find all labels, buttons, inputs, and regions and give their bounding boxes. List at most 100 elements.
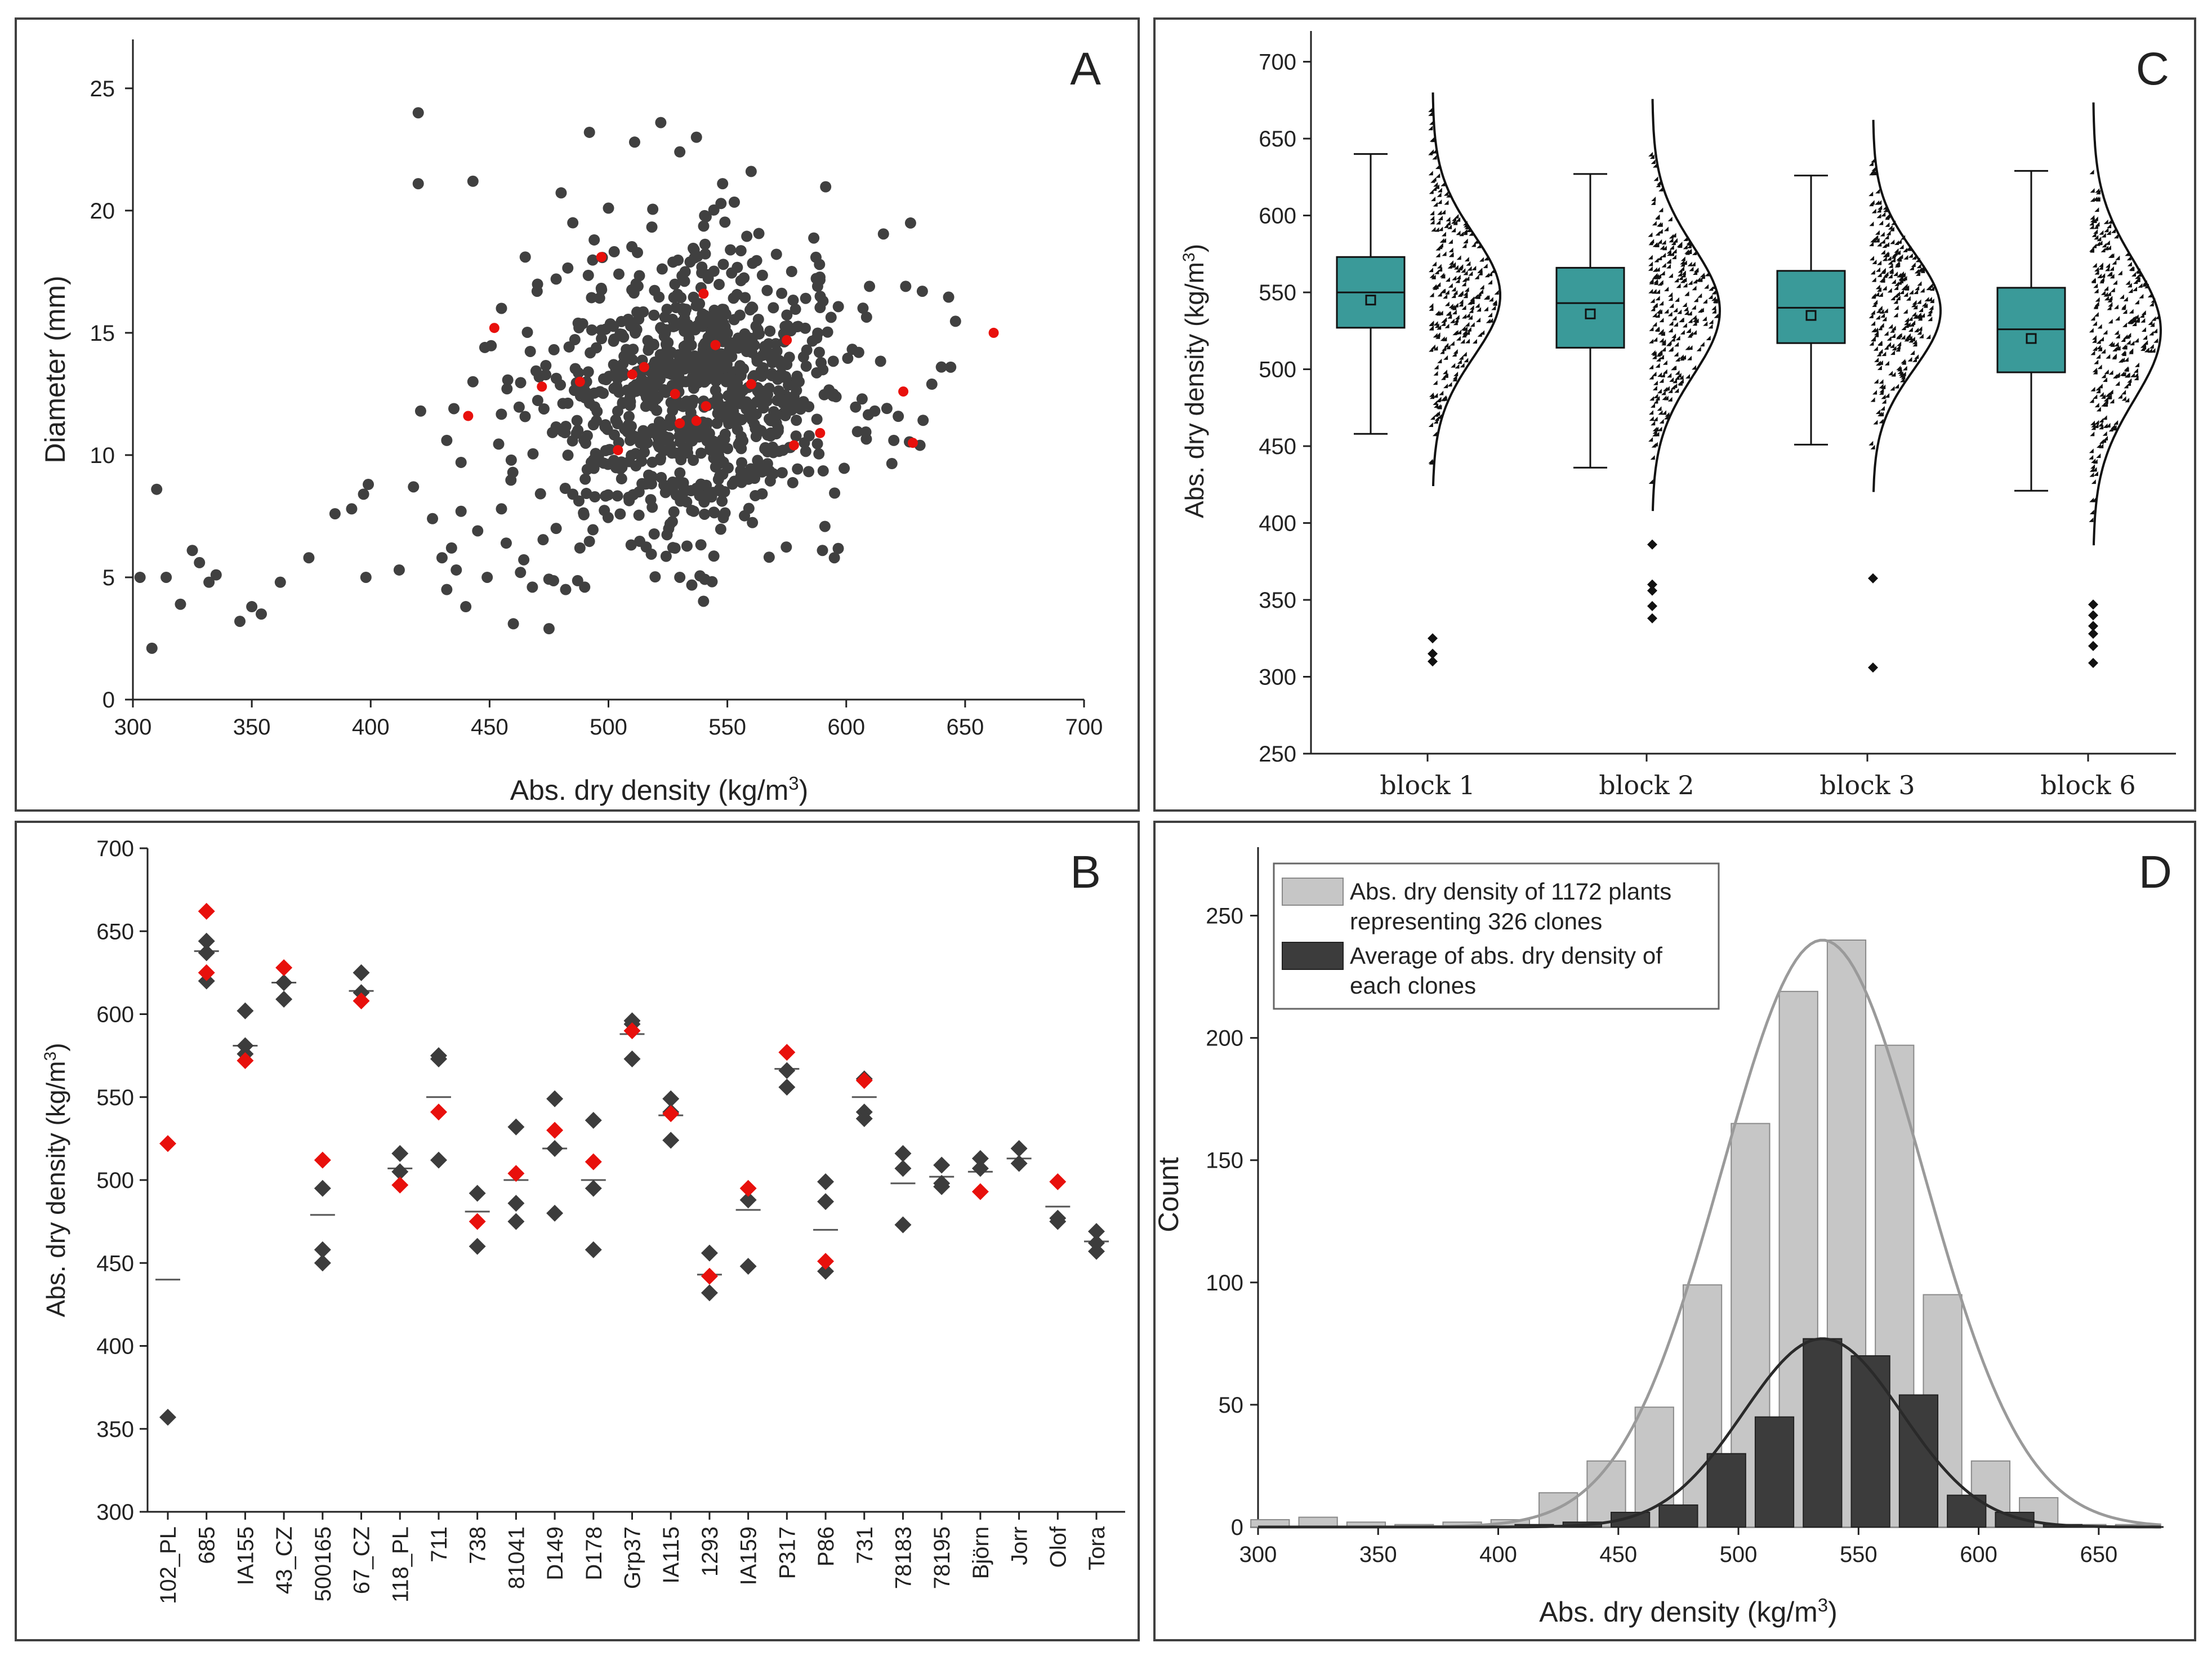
chart-c-data-diamond xyxy=(2121,396,2126,401)
chart-a-point xyxy=(616,473,627,484)
chart-c-data-diamond xyxy=(1893,251,1898,256)
chart-c-data-diamond xyxy=(1891,372,1896,377)
chart-a-point xyxy=(557,398,569,409)
chart-c-data-diamond xyxy=(1885,252,1890,257)
chart-c-data-diamond xyxy=(1428,171,1433,176)
chart-c-data-diamond xyxy=(2103,219,2108,224)
chart-c-data-diamond xyxy=(1494,290,1499,295)
chart-a-point xyxy=(583,536,595,547)
chart-c-data-diamond xyxy=(1452,331,1457,336)
chart-b-gray-diamond xyxy=(314,1179,331,1197)
chart-a-point xyxy=(702,361,714,373)
chart-c-data-diamond xyxy=(1671,255,1676,260)
chart-a-point xyxy=(639,446,650,458)
chart-a-point xyxy=(611,381,623,393)
chart-c-data-diamond xyxy=(1446,221,1451,226)
chart-c-data-diamond xyxy=(1907,246,1912,251)
chart-a-point xyxy=(735,431,747,443)
chart-c-data-diamond xyxy=(1888,274,1893,279)
chart-c-data-diamond xyxy=(1696,346,1701,351)
chart-c-x-tick-label: block 1 xyxy=(1380,770,1475,800)
chart-a-point xyxy=(810,251,822,263)
chart-c-data-diamond xyxy=(1673,322,1678,327)
chart-c-data-diamond xyxy=(1919,307,1924,312)
chart-a-point xyxy=(502,374,514,386)
chart-a-point xyxy=(274,576,286,588)
chart-c-data-diamond xyxy=(1453,302,1459,308)
chart-a-point xyxy=(751,255,762,266)
chart-c-data-diamond xyxy=(1438,310,1443,315)
chart-c-data-diamond xyxy=(2115,345,2120,350)
chart-c-data-diamond xyxy=(1668,388,1673,393)
chart-c-data-diamond xyxy=(1444,200,1449,205)
chart-a-point xyxy=(762,465,774,477)
chart-a-point xyxy=(256,608,267,620)
chart-a-point xyxy=(800,446,811,457)
chart-c-data-diamond xyxy=(1896,347,1901,352)
chart-a-point xyxy=(623,411,635,422)
chart-a-point xyxy=(781,359,793,371)
chart-c-data-diamond xyxy=(1431,197,1436,202)
chart-d-legend-swatch-all-plants xyxy=(1282,878,1344,906)
chart-c-data-diamond xyxy=(2111,228,2116,233)
chart-c-data-diamond xyxy=(2097,364,2102,370)
chart-c-data-diamond xyxy=(1437,210,1442,215)
chart-c-data-diamond xyxy=(1891,326,1896,331)
chart-c-data-diamond xyxy=(1443,191,1448,196)
chart-a-point xyxy=(704,442,716,454)
chart-c-data-diamond xyxy=(1875,284,1880,290)
chart-c-data-diamond xyxy=(1672,248,1677,253)
chart-c-data-diamond xyxy=(1870,256,1875,261)
chart-c-data-diamond xyxy=(1896,291,1901,296)
chart-a-y-label: Diameter (mm) xyxy=(39,275,71,463)
chart-c-data-diamond xyxy=(1442,251,1447,256)
chart-c-data-diamond xyxy=(1437,199,1442,204)
chart-c-axes: 250 300 350 400 450 500 550 600 650 700 block 1 blo… xyxy=(1180,31,2176,800)
chart-c-data-diamond xyxy=(2110,274,2115,279)
chart-c-data-diamond xyxy=(1887,336,1892,341)
chart-a-point xyxy=(949,315,961,327)
chart-c-data-diamond xyxy=(1869,341,1874,346)
chart-c-data-diamond xyxy=(1884,331,1889,336)
chart-c-outlier-diamond xyxy=(1647,579,1657,590)
chart-c-data-diamond xyxy=(2092,338,2097,343)
chart-c-data-diamond xyxy=(1459,291,1464,296)
chart-a-point xyxy=(779,409,791,421)
chart-c-data-diamond xyxy=(2094,403,2099,408)
chart-a-point xyxy=(745,463,757,475)
chart-a-point xyxy=(570,428,582,439)
chart-c-data-diamond xyxy=(2121,390,2126,395)
chart-c-data-diamond xyxy=(2107,224,2112,229)
chart-a-point xyxy=(744,304,756,316)
chart-b-svg: 300 350 400 450 500 550 600 650 700 102_PL 685 IA15… xyxy=(41,836,1125,1604)
chart-c-data-diamond xyxy=(1894,285,1899,290)
chart-b-gray-diamond xyxy=(391,1145,409,1162)
chart-a-point xyxy=(665,346,677,358)
chart-c-data-diamond xyxy=(1438,226,1443,232)
chart-a-point xyxy=(633,509,645,521)
chart-c-data-diamond xyxy=(1928,317,1933,322)
chart-c-data-diamond xyxy=(1462,351,1467,357)
chart-c-data-diamond xyxy=(1681,270,1686,275)
chart-c-data-diamond xyxy=(1693,297,1698,302)
chart-a-point xyxy=(146,642,158,654)
chart-a-point xyxy=(574,542,586,554)
chart-a-point xyxy=(455,505,467,517)
chart-c-mean-marker xyxy=(1585,308,1596,319)
chart-c-data-diamond xyxy=(1869,171,1874,176)
chart-c-data-diamond xyxy=(1651,403,1656,408)
chart-c-data-diamond xyxy=(2121,304,2126,309)
chart-c-data-diamond xyxy=(2112,425,2117,430)
chart-a-point xyxy=(647,203,659,215)
chart-a-point xyxy=(764,475,776,487)
chart-c-data-diamond xyxy=(1875,200,1880,205)
chart-c-data-diamond xyxy=(1479,257,1484,262)
chart-a-point xyxy=(569,384,581,396)
chart-d-bar-clone-average xyxy=(1803,1338,1843,1528)
chart-a-point xyxy=(773,385,784,397)
chart-c-data-diamond xyxy=(1652,163,1657,168)
chart-a-point xyxy=(767,441,779,453)
chart-a-point xyxy=(481,571,493,583)
chart-a-point xyxy=(717,512,729,524)
chart-a-highlight-point xyxy=(463,411,474,421)
